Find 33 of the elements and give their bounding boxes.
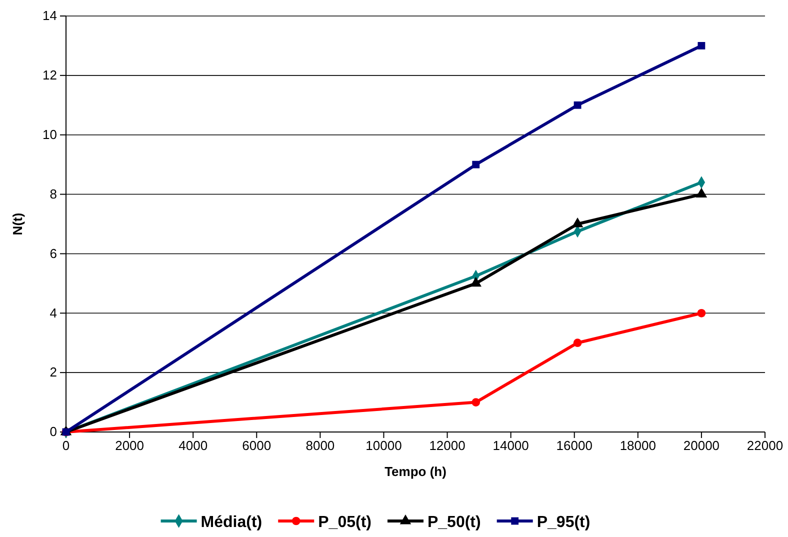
x-tick-label: 22000	[746, 438, 784, 454]
y-tick-label: 6	[50, 246, 57, 261]
y-tick-label: 2	[50, 364, 57, 380]
y-tick-label: 8	[50, 186, 57, 202]
y-tick-label: 4	[50, 305, 57, 320]
legend-label: P_05(t)	[318, 514, 372, 531]
x-tick-label: 8000	[306, 438, 335, 454]
x-axis-title: Tempo (h)	[384, 464, 446, 479]
point	[573, 338, 582, 348]
y-axis-title: N(t)	[10, 212, 25, 236]
x-tick-label: 0	[62, 438, 70, 454]
y-tick-label: 0	[50, 424, 57, 440]
x-tick-label: 10000	[366, 438, 402, 454]
x-tick-label: 16000	[556, 438, 592, 454]
x-tick-label: 14000	[492, 438, 529, 454]
legend-label: Média(t)	[200, 514, 262, 531]
y-tick-label: 10	[42, 127, 57, 142]
point	[472, 398, 480, 406]
x-tick-label: 18000	[620, 438, 656, 454]
point	[574, 101, 582, 109]
point	[472, 160, 480, 168]
point	[698, 42, 706, 50]
legend-label: P_95(t)	[536, 514, 590, 531]
x-tick-label: 6000	[242, 438, 272, 454]
legend-label: P_50(t)	[427, 514, 481, 531]
x-tick-label: 4000	[178, 438, 208, 454]
y-tick-label: 14	[42, 8, 57, 24]
y-tick-label: 12	[42, 68, 57, 83]
point	[696, 188, 708, 198]
x-tick-label: 20000	[683, 438, 720, 454]
point	[697, 308, 706, 318]
x-tick-label: 2000	[115, 438, 144, 454]
x-tick-label: 12000	[429, 438, 466, 454]
